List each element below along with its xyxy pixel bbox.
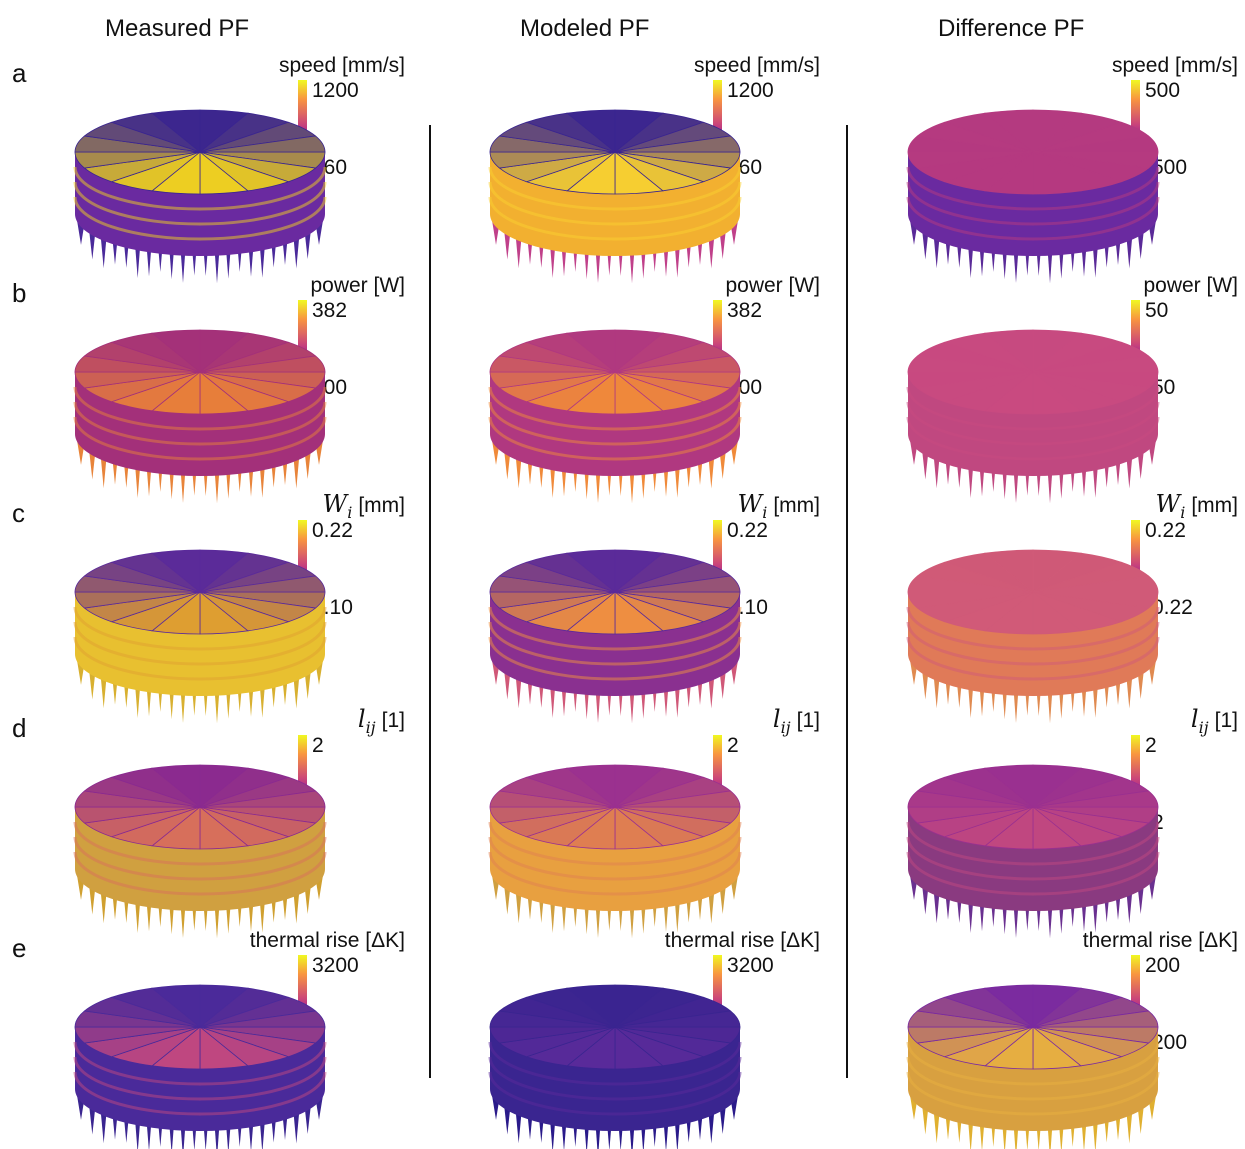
panel: Wi[mm]0.220.10 — [75, 490, 405, 723]
symbol: W — [738, 490, 765, 518]
subscript: ij — [366, 718, 376, 737]
column-title: Measured PF — [105, 15, 249, 42]
panel: thermal rise [ΔK]200-200 — [908, 929, 1238, 1149]
unit: [1] — [382, 709, 405, 732]
panel: lij[1]2-2 — [908, 705, 1238, 938]
colorbar-label: speed [mm/s] — [1112, 54, 1238, 77]
colorbar-max: 200 — [1145, 954, 1180, 977]
colorbar-label: Wi[mm] — [738, 490, 820, 522]
colorbar-max: 382 — [312, 299, 347, 322]
panel: speed [mm/s]500-500 — [908, 54, 1238, 283]
colorbar-max: 50 — [1145, 299, 1168, 322]
colorbar-max: 0.22 — [312, 519, 353, 542]
panel: thermal rise [ΔK]32000 — [75, 929, 405, 1149]
colorbar-label: lij [1] — [773, 705, 820, 737]
colorbar-label: speed [mm/s] — [694, 54, 820, 77]
panel: lij[1]20 — [75, 705, 405, 938]
panel: thermal rise [ΔK]32000 — [490, 929, 820, 1149]
row-label: e — [12, 933, 26, 963]
row-label: a — [12, 58, 27, 88]
row-label: b — [12, 278, 26, 308]
subscript: ij — [1199, 718, 1209, 737]
colorbar-label: speed [mm/s] — [279, 54, 405, 77]
colorbar-label: thermal rise [ΔK] — [1083, 929, 1238, 952]
colorbar-label: lij [1] — [358, 705, 405, 737]
unit: [mm] — [358, 494, 405, 517]
colorbar-max: 3200 — [727, 954, 774, 977]
symbol: l — [773, 705, 781, 733]
colorbar-max: 1200 — [312, 79, 359, 102]
symbol: l — [358, 705, 366, 733]
column-title: Modeled PF — [520, 15, 649, 42]
symbol: W — [323, 490, 350, 518]
colorbar-max: 3200 — [312, 954, 359, 977]
panel: Wi[mm]0.220.10 — [490, 490, 820, 723]
subscript: ij — [781, 718, 791, 737]
symbol: l — [1191, 705, 1199, 733]
colorbar-max: 0.22 — [1145, 519, 1186, 542]
unit: [1] — [1215, 709, 1238, 732]
colorbar-label: Wi[mm] — [323, 490, 405, 522]
colorbar-max: 1200 — [727, 79, 774, 102]
colorbar-max: 500 — [1145, 79, 1180, 102]
column-title: Difference PF — [938, 15, 1084, 42]
unit: [mm] — [773, 494, 820, 517]
symbol: W — [1156, 490, 1183, 518]
row-label: c — [12, 498, 25, 528]
unit: [1] — [797, 709, 820, 732]
panel: Wi[mm]0.22-0.22 — [908, 490, 1238, 723]
colorbar-label: power [W] — [310, 274, 405, 297]
colorbar-max: 0.22 — [727, 519, 768, 542]
colorbar-label: thermal rise [ΔK] — [250, 929, 405, 952]
colorbar-max: 2 — [727, 734, 739, 757]
panel: lij[1]20 — [490, 705, 820, 938]
figure: Measured PF Modeled PF Difference PF a speed… — [0, 0, 1245, 1149]
colorbar-label: lij [1] — [1191, 705, 1238, 737]
row-label: d — [12, 713, 26, 743]
unit: [mm] — [1191, 494, 1238, 517]
colorbar-label: power [W] — [1143, 274, 1238, 297]
colorbar-max: 2 — [1145, 734, 1157, 757]
colorbar-label: thermal rise [ΔK] — [665, 929, 820, 952]
colorbar-max: 2 — [312, 734, 324, 757]
colorbar-max: 382 — [727, 299, 762, 322]
colorbar-label: power [W] — [725, 274, 820, 297]
panel: power [W]50-50 — [908, 274, 1238, 503]
colorbar-label: Wi[mm] — [1156, 490, 1238, 522]
